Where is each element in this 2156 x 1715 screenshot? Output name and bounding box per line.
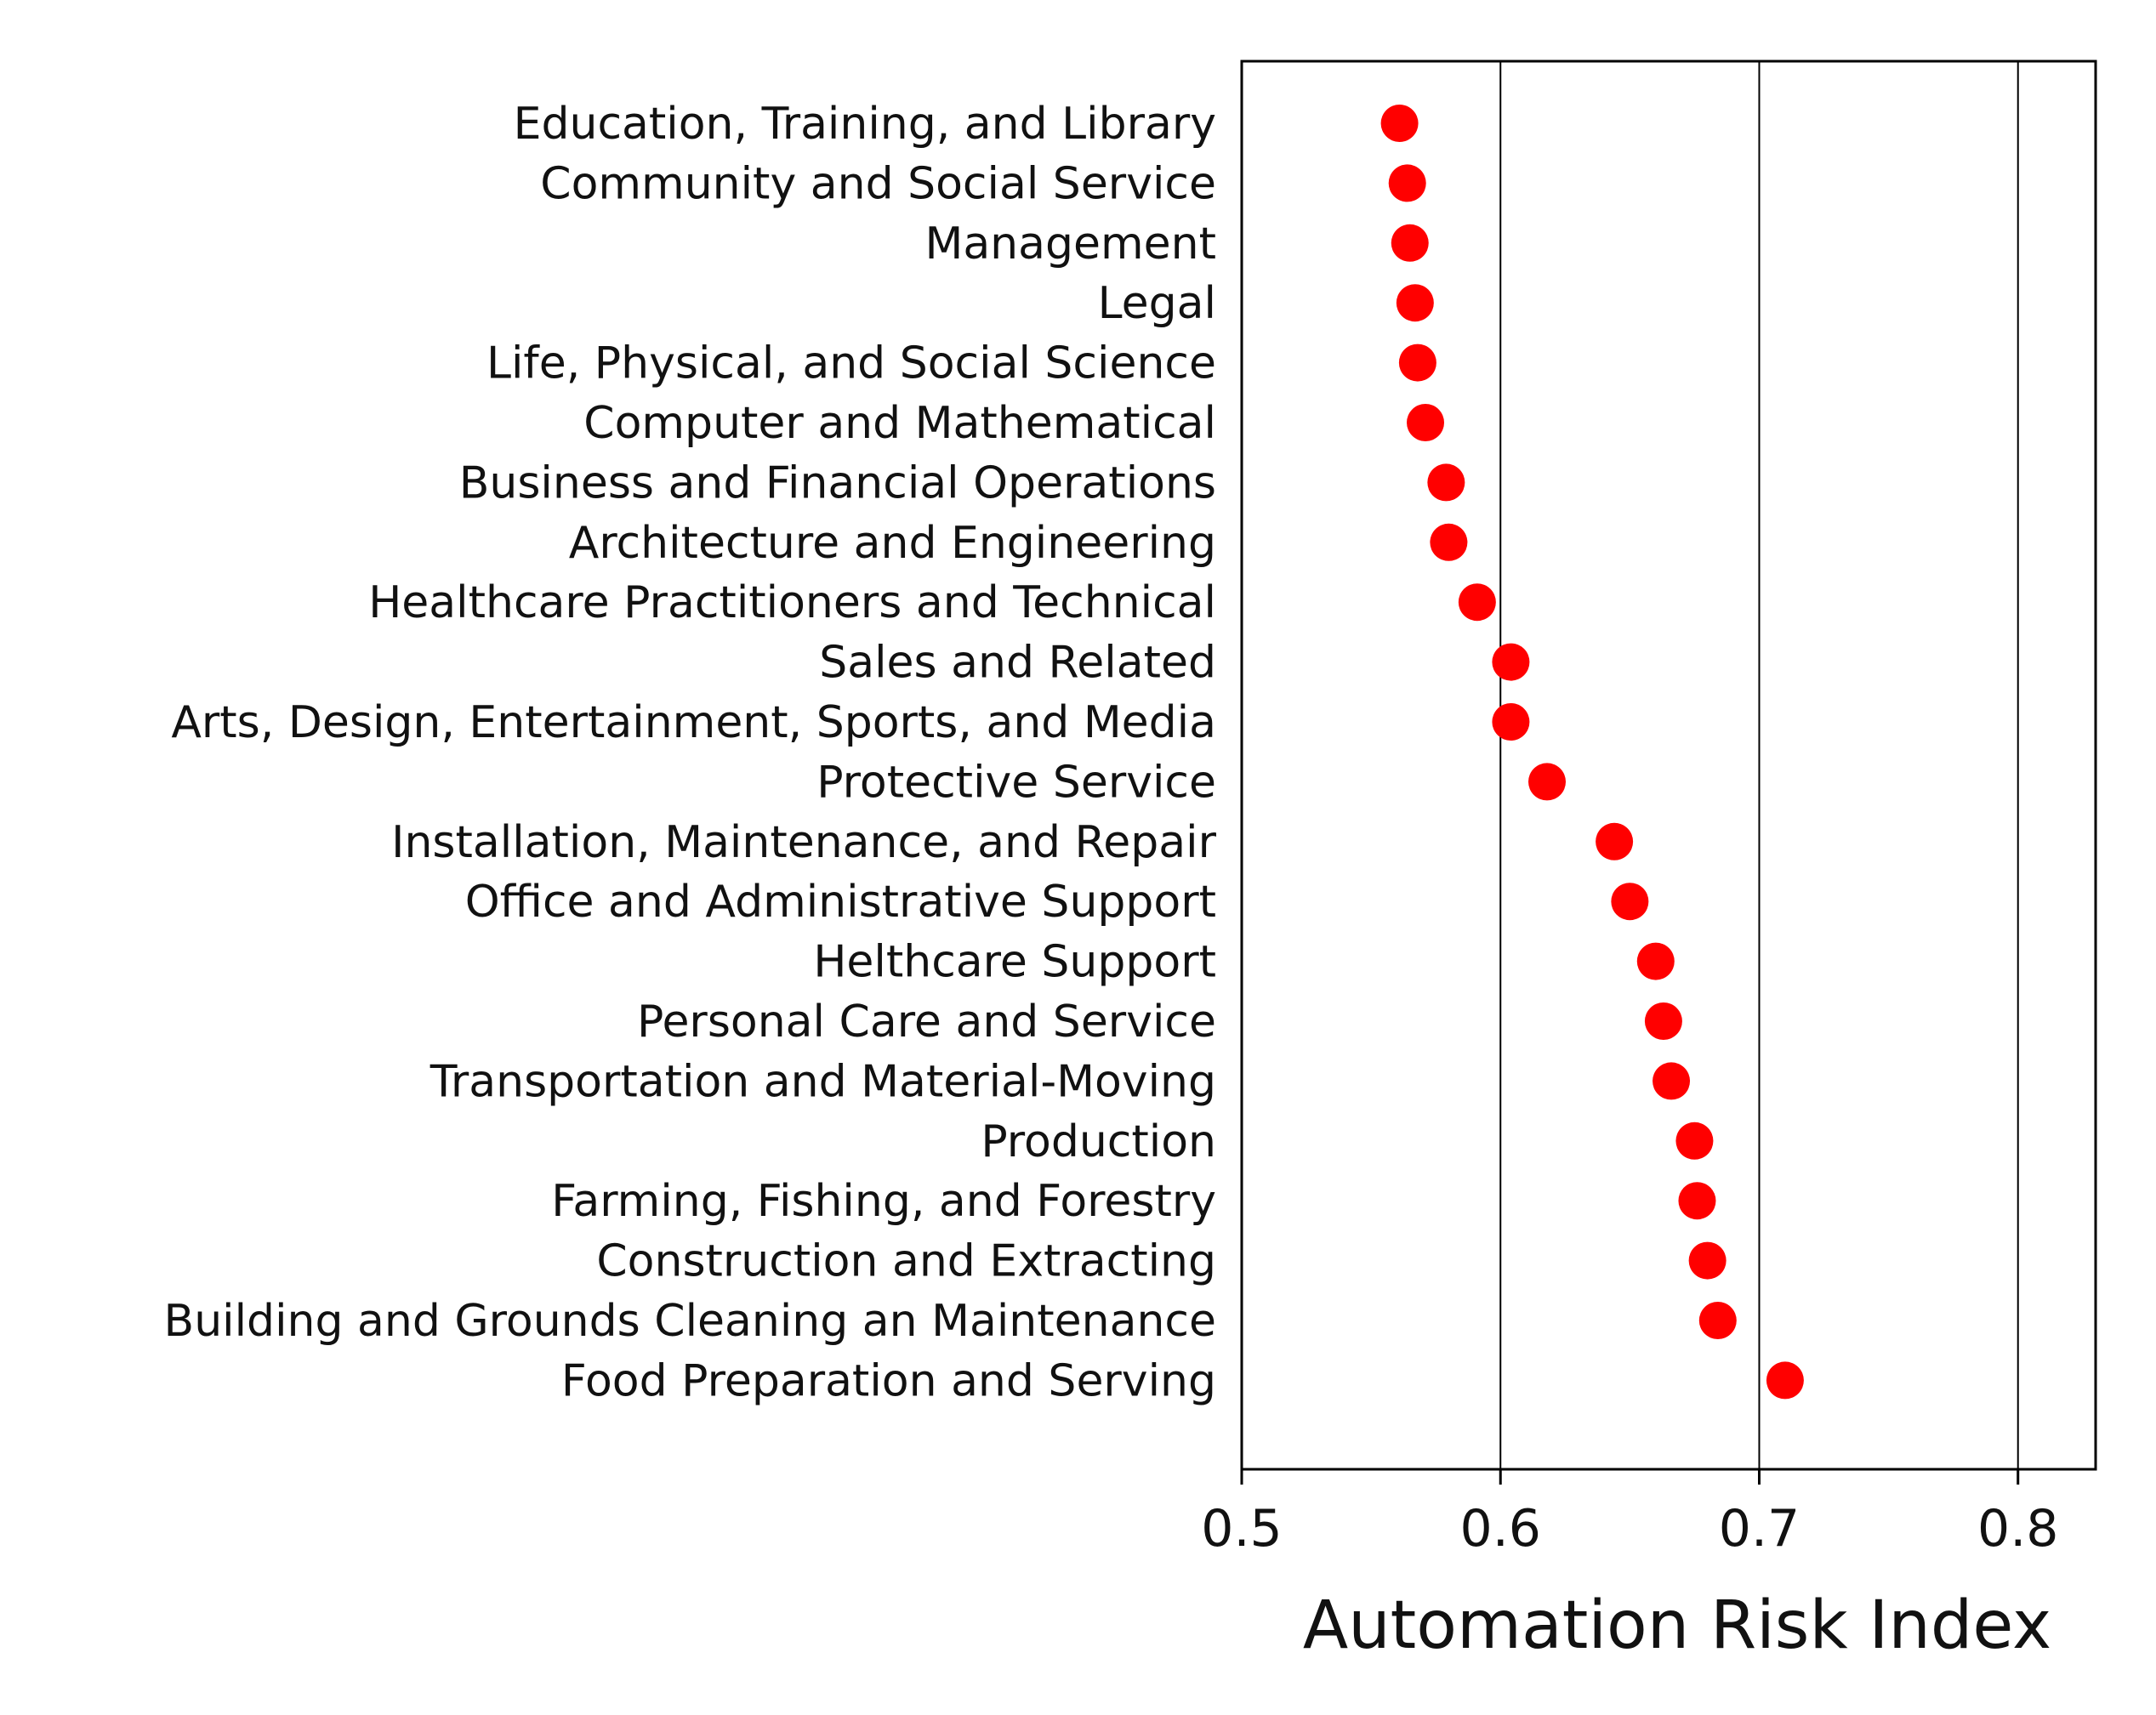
data-point — [1644, 1002, 1682, 1040]
x-tick-label: 0.8 — [1977, 1499, 2058, 1559]
category-label: Computer and Mathematical — [583, 398, 1216, 449]
category-label: Farming, Fishing, and Forestry — [551, 1176, 1216, 1227]
data-point — [1611, 883, 1649, 921]
x-tick-label: 0.6 — [1460, 1499, 1541, 1559]
grid-lines — [1499, 61, 2019, 1469]
category-label: Protective Service — [816, 757, 1216, 808]
data-point — [1636, 942, 1675, 980]
category-label: Management — [924, 219, 1216, 270]
data-point — [1492, 703, 1530, 741]
category-label: Food Preparation and Serving — [561, 1355, 1216, 1406]
data-point — [1678, 1182, 1716, 1220]
category-label: Installation, Maintenance, and Repair — [391, 817, 1216, 868]
data-point — [1596, 822, 1634, 860]
category-label: Sales and Related — [819, 638, 1216, 689]
data-point — [1492, 643, 1530, 681]
x-axis-title: Automation Risk Index — [1303, 1587, 2051, 1664]
data-point — [1388, 164, 1426, 202]
data-point — [1528, 763, 1567, 801]
data-point — [1391, 224, 1429, 262]
category-label: Education, Training, and Library — [514, 99, 1216, 150]
data-points — [1380, 105, 1804, 1400]
category-label: Personal Care and Service — [637, 997, 1216, 1048]
category-label: Business and Financial Operations — [459, 457, 1216, 508]
x-tick-label: 0.5 — [1201, 1499, 1282, 1559]
data-point — [1407, 404, 1445, 441]
data-point — [1653, 1062, 1691, 1100]
data-point — [1766, 1361, 1804, 1400]
category-label: Healthcare Practitioners and Technical — [368, 577, 1216, 628]
category-label: Arts, Design, Entertainment, Sports, and… — [171, 697, 1216, 748]
category-label: Architecture and Engineering — [569, 518, 1216, 569]
data-point — [1398, 344, 1436, 382]
category-label: Community and Social Service — [540, 158, 1216, 209]
data-point — [1380, 105, 1419, 142]
data-point — [1688, 1241, 1727, 1280]
data-point — [1396, 284, 1434, 322]
x-tick-label: 0.7 — [1719, 1499, 1800, 1559]
category-label: Life, Physical, and Social Science — [486, 338, 1216, 389]
category-label: Office and Administrative Support — [465, 877, 1216, 928]
data-point — [1458, 583, 1496, 622]
category-label: Helthcare Support — [813, 937, 1216, 988]
plot-area-frame — [1240, 60, 2097, 1471]
category-label: Legal — [1098, 278, 1216, 329]
category-label: Construction and Extracting — [596, 1236, 1216, 1287]
data-point — [1675, 1122, 1714, 1160]
x-axis-ticks: 0.5 0.6 0.7 0.8 — [1201, 1469, 2058, 1559]
data-point — [1427, 463, 1465, 502]
category-label: Transportation and Material-Moving — [429, 1056, 1216, 1107]
category-label: Building and Grounds Cleaning an Mainten… — [164, 1296, 1216, 1347]
data-point — [1430, 523, 1468, 561]
category-label: Production — [981, 1116, 1216, 1167]
data-point — [1698, 1302, 1737, 1339]
category-labels: Education, Training, and Library Communit… — [164, 99, 1217, 1406]
